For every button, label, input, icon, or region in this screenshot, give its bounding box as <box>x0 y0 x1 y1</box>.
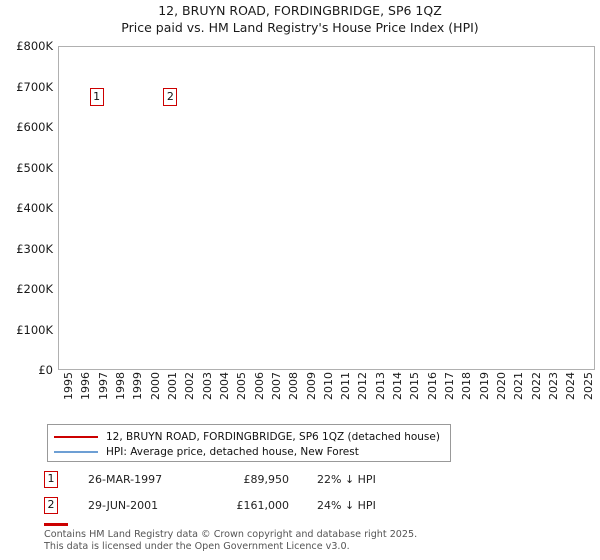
x-tick-label: 2000 <box>148 372 162 400</box>
x-tick-label: 2008 <box>287 372 301 400</box>
legend-label-0: 12, BRUYN ROAD, FORDINGBRIDGE, SP6 1QZ (… <box>106 430 440 443</box>
footer-rule <box>44 523 68 526</box>
footer-line-2: This data is licensed under the Open Gov… <box>44 540 350 552</box>
x-tick-label: 2022 <box>529 372 543 400</box>
event-callout-1[interactable]: 1 <box>89 88 104 106</box>
x-tick-label: 2007 <box>269 372 283 400</box>
x-tick-label: 1995 <box>62 372 75 400</box>
x-tick-label: 2013 <box>373 372 387 400</box>
x-tick-label: 2019 <box>477 372 491 400</box>
y-tick-label: £700K <box>16 79 53 94</box>
table-row[interactable]: 1 26-MAR-1997 £89,950 22% ↓ HPI <box>44 470 464 496</box>
x-tick-label: 2024 <box>564 372 578 400</box>
y-tick-label: £0 <box>38 363 53 377</box>
y-tick-label: £200K <box>16 282 53 296</box>
legend-swatch-0 <box>54 435 98 438</box>
x-tick-label: 2006 <box>252 372 266 400</box>
page-subtitle: Price paid vs. HM Land Registry's House … <box>121 20 479 35</box>
y-tick-label: £300K <box>16 241 53 256</box>
legend-swatch-1 <box>54 450 98 453</box>
chart-title-block: 12, BRUYN ROAD, FORDINGBRIDGE, SP6 1QZ P… <box>0 2 600 36</box>
plot-border <box>58 46 595 370</box>
transaction-index-badge: 1 <box>44 471 58 488</box>
x-tick-label: 2009 <box>304 372 318 400</box>
x-tick-label: 2015 <box>408 372 422 400</box>
x-tick-label: 2011 <box>339 372 353 400</box>
transactions-table: 1 26-MAR-1997 £89,950 22% ↓ HPI 2 29-JUN-2001… <box>44 470 464 522</box>
chart-legend: 12, BRUYN ROAD, FORDINGBRIDGE, SP6 1QZ (… <box>47 424 451 462</box>
transaction-price: £89,950 <box>243 473 290 486</box>
y-tick-label: £500K <box>16 160 53 175</box>
x-axis-labels: 1995 1996 1997 1998 1999 2000 2001 2002 2003 2004… <box>58 372 600 420</box>
x-tick-label: 2010 <box>321 372 335 400</box>
x-tick-label: 2012 <box>356 372 370 400</box>
x-tick-label: 2014 <box>391 372 405 400</box>
x-tick-label: 1996 <box>79 372 93 400</box>
y-axis-labels: £0 £100K £200K £300K £400K £500K £600K £700K £80… <box>0 39 56 377</box>
x-tick-label: 2018 <box>460 372 474 400</box>
x-tick-label: 2020 <box>495 372 509 400</box>
transaction-date: 29-JUN-2001 <box>88 499 159 512</box>
page-title: 12, BRUYN ROAD, FORDINGBRIDGE, SP6 1QZ <box>158 3 442 18</box>
y-tick-label: £400K <box>16 201 53 215</box>
x-tick-label: 2002 <box>183 372 197 400</box>
x-tick-label: 2025 <box>581 372 595 400</box>
x-tick-label: 2004 <box>217 372 231 400</box>
table-row[interactable]: 2 29-JUN-2001 £161,000 24% ↓ HPI <box>44 496 464 522</box>
transaction-index-badge: 2 <box>44 497 58 514</box>
legend-item-0: 12, BRUYN ROAD, FORDINGBRIDGE, SP6 1QZ (… <box>54 429 444 444</box>
event-callout-2[interactable]: 2 <box>163 88 178 106</box>
x-tick-label: 2017 <box>443 372 457 400</box>
y-tick-label: £100K <box>16 322 53 337</box>
x-tick-label: 2005 <box>235 372 249 400</box>
legend-label-1: HPI: Average price, detached house, New … <box>106 445 359 458</box>
x-tick-label: 2023 <box>547 372 561 400</box>
x-tick-label: 1998 <box>113 372 127 400</box>
x-tick-label: 1997 <box>96 372 110 400</box>
y-tick-label: £800K <box>16 39 53 53</box>
legend-item-1: HPI: Average price, detached house, New … <box>54 444 444 459</box>
x-tick-label: 2003 <box>200 372 214 400</box>
x-tick-label: 1999 <box>131 372 145 400</box>
y-tick-label: £600K <box>16 120 53 134</box>
x-tick-label: 2001 <box>165 372 179 400</box>
transaction-date: 26-MAR-1997 <box>88 473 163 486</box>
footer-attribution: Contains HM Land Registry data © Crown c… <box>44 523 584 552</box>
transaction-price: £161,000 <box>236 499 290 512</box>
transaction-hpi-delta: 22% ↓ HPI <box>317 473 376 486</box>
footer-line-1: Contains HM Land Registry data © Crown c… <box>44 529 418 540</box>
x-tick-label: 2016 <box>425 372 439 400</box>
transaction-hpi-delta: 24% ↓ HPI <box>317 499 376 512</box>
x-tick-label: 2021 <box>512 372 526 400</box>
